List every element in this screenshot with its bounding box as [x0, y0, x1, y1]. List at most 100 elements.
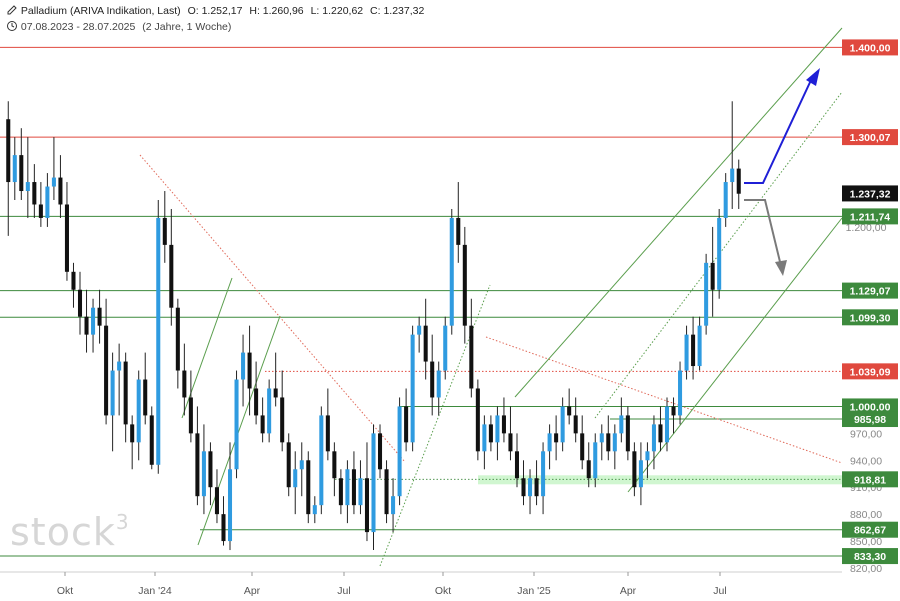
x-tick-label-0: Okt	[57, 585, 73, 597]
candle-body-43	[286, 442, 291, 488]
y-tick-label-4: 940,00	[850, 455, 882, 467]
candle-body-106	[697, 325, 702, 367]
candle-body-27	[182, 370, 187, 398]
x-tick-label-4: Okt	[435, 585, 451, 597]
instrument-name: Palladium (ARIVA Indikation, Last)	[20, 5, 181, 17]
candle-body-32	[214, 487, 219, 515]
candle-body-90	[593, 442, 598, 479]
rising-dotted-line-1	[379, 284, 491, 567]
candle-body-38	[254, 388, 259, 416]
candle-body-44	[293, 469, 298, 488]
candle-body-4	[32, 182, 37, 205]
candle-body-94	[619, 415, 624, 434]
level-label-10-bg	[842, 548, 898, 565]
candle-body-67	[443, 325, 448, 371]
candle-body-24	[162, 217, 167, 245]
candle-body-12	[84, 316, 89, 335]
candle-body-14	[97, 307, 102, 326]
y-tick-label-1: 850,00	[850, 536, 882, 548]
candle-body-87	[573, 415, 578, 434]
candle-body-56	[371, 433, 376, 533]
candle-body-1	[12, 155, 17, 183]
candle-body-110	[723, 182, 728, 218]
bearish-arrow	[744, 199, 782, 267]
candle-body-81	[534, 478, 539, 497]
candle-body-13	[91, 307, 96, 335]
candle-body-30	[201, 451, 206, 497]
candle-body-2	[19, 155, 24, 192]
edit-icon[interactable]	[6, 4, 18, 16]
candle-body-8	[58, 177, 63, 205]
candle-body-5	[38, 204, 43, 218]
candle-body-15	[104, 325, 109, 416]
clock-icon[interactable]	[6, 20, 18, 32]
y-tick-label-2: 880,00	[850, 509, 882, 521]
candle-body-45	[299, 460, 304, 470]
candle-body-85	[560, 406, 565, 443]
channel-line-b	[197, 315, 281, 546]
candle-body-9	[64, 204, 69, 272]
x-tick-label-1: Jan '24	[138, 585, 172, 597]
candle-body-68	[449, 217, 454, 326]
candle-body-18	[123, 361, 128, 425]
rising-channel-upper	[514, 27, 843, 398]
rising-channel-lower	[627, 217, 843, 493]
candle-body-23	[156, 217, 161, 465]
level-label-5: 1.039,09	[850, 366, 891, 378]
candle-body-72	[475, 388, 480, 452]
y-tick-label-5: 970,00	[850, 428, 882, 440]
candle-body-60	[397, 406, 402, 497]
candle-body-82	[541, 451, 546, 497]
candle-body-59	[391, 496, 396, 515]
candle-body-104	[684, 334, 689, 371]
candle-body-111	[730, 168, 735, 183]
low-value: L: 1.220,62	[310, 5, 364, 17]
date-range: 07.08.2023 - 28.07.2025	[20, 21, 136, 33]
level-label-5-bg	[842, 363, 898, 380]
candle-body-41	[273, 388, 278, 398]
level-label-0: 1.400,00	[850, 42, 891, 54]
downtrend-line-2	[485, 336, 843, 464]
candle-body-95	[625, 415, 630, 452]
candle-body-26	[175, 307, 180, 371]
candle-body-97	[638, 460, 643, 488]
candle-body-86	[567, 406, 572, 416]
candle-body-92	[606, 433, 611, 452]
level-label-7: 985,98	[854, 414, 886, 426]
x-axis: Okt Jan '24 Apr Jul Okt Jan '25 Apr Jul	[0, 571, 842, 597]
x-tick-label-7: Jul	[713, 585, 726, 597]
current-price-label-bg	[842, 185, 898, 202]
y-tick-label-0: 820,00	[850, 563, 882, 575]
candle-body-63	[417, 325, 422, 335]
candle-body-80	[528, 478, 533, 497]
candle-body-84	[554, 433, 559, 443]
candle-body-96	[632, 451, 637, 488]
bullish-arrowhead	[806, 68, 820, 86]
candle-body-89	[586, 460, 591, 479]
candle-body-33	[221, 514, 226, 542]
level-label-6-bg	[842, 398, 898, 415]
candle-body-7	[51, 177, 56, 187]
candle-body-37	[247, 352, 252, 389]
level-label-9-bg	[842, 521, 898, 538]
candle-body-65	[430, 361, 435, 398]
chart-header: Palladium (ARIVA Indikation, Last) O: 1.…	[6, 4, 428, 17]
x-tick-label-5: Jan '25	[517, 585, 551, 597]
candle-body-50	[332, 451, 337, 479]
rising-dotted-line-2	[594, 91, 843, 419]
support-zone	[478, 475, 842, 485]
forecast-arrows	[744, 68, 820, 276]
level-label-8-bg	[842, 471, 898, 488]
trendlines	[139, 27, 843, 567]
candle-body-35	[234, 379, 239, 470]
candle-body-52	[345, 469, 350, 506]
candle-body-101	[664, 406, 670, 443]
candle-body-28	[188, 397, 193, 434]
level-label-2-bg	[842, 208, 898, 225]
candle-body-88	[580, 433, 585, 461]
candle-body-107	[704, 262, 709, 326]
bullish-arrow	[744, 77, 813, 184]
chart-range: 07.08.2023 - 28.07.2025 (2 Jahre, 1 Woch…	[6, 20, 235, 33]
candle-body-42	[280, 397, 285, 443]
candle-body-19	[130, 424, 135, 443]
